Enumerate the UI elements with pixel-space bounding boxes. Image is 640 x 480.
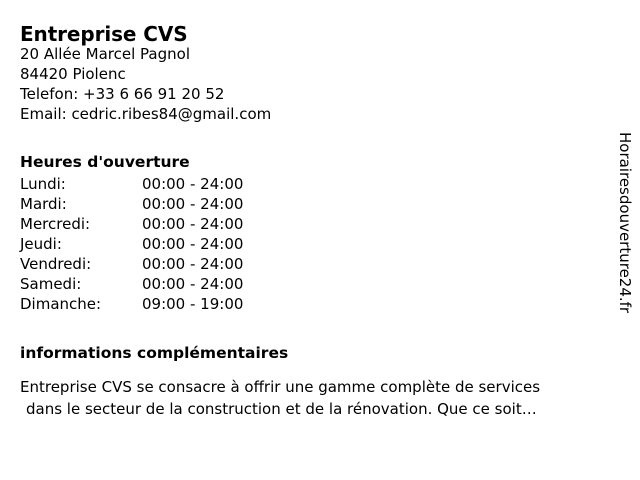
hours-day-label: Jeudi: [20, 235, 62, 253]
table-row: Samedi: 00:00 - 24:00 [20, 274, 243, 294]
table-row: Vendredi: 00:00 - 24:00 [20, 254, 243, 274]
hours-time-value: 00:00 - 24:00 [142, 215, 244, 233]
hours-day-label: Lundi: [20, 175, 66, 193]
address-street: 20 Allée Marcel Pagnol [20, 45, 190, 63]
hours-time-value: 09:00 - 19:00 [142, 295, 244, 313]
hours-time-value: 00:00 - 24:00 [142, 275, 244, 293]
hours-time-value: 00:00 - 24:00 [142, 195, 244, 213]
additional-info-heading: informations complémentaires [20, 343, 289, 362]
hours-day-label: Mercredi: [20, 215, 91, 233]
hours-day-label: Dimanche: [20, 295, 102, 313]
table-row: Mardi: 00:00 - 24:00 [20, 194, 243, 214]
hours-day-label: Samedi: [20, 275, 82, 293]
email-address: Email: cedric.ribes84@gmail.com [20, 105, 272, 123]
hours-time-value: 00:00 - 24:00 [142, 255, 244, 273]
opening-hours-heading: Heures d'ouverture [20, 152, 190, 171]
additional-info-line-2: dans le secteur de la construction et de… [26, 400, 537, 418]
contact-details: 20 Allée Marcel Pagnol 84420 Piolenc Tel… [20, 44, 271, 124]
hours-time-value: 00:00 - 24:00 [142, 175, 244, 193]
page-title: Entreprise CVS [20, 22, 188, 47]
additional-info-line-1: Entreprise CVS se consacre à offrir une … [20, 378, 541, 396]
table-row: Jeudi: 00:00 - 24:00 [20, 234, 243, 254]
phone-number: Telefon: +33 6 66 91 20 52 [20, 85, 225, 103]
hours-day-label: Mardi: [20, 195, 67, 213]
site-watermark: Horairesdouverture24.fr [616, 132, 634, 314]
table-row: Mercredi: 00:00 - 24:00 [20, 214, 243, 234]
hours-time-value: 00:00 - 24:00 [142, 235, 244, 253]
additional-info-text: Entreprise CVS se consacre à offrir une … [20, 376, 628, 420]
hours-day-label: Vendredi: [20, 255, 92, 273]
opening-hours-table: Lundi: 00:00 - 24:00 Mardi: 00:00 - 24:0… [20, 174, 243, 314]
table-row: Lundi: 00:00 - 24:00 [20, 174, 243, 194]
table-row: Dimanche: 09:00 - 19:00 [20, 294, 243, 314]
address-city: 84420 Piolenc [20, 65, 126, 83]
